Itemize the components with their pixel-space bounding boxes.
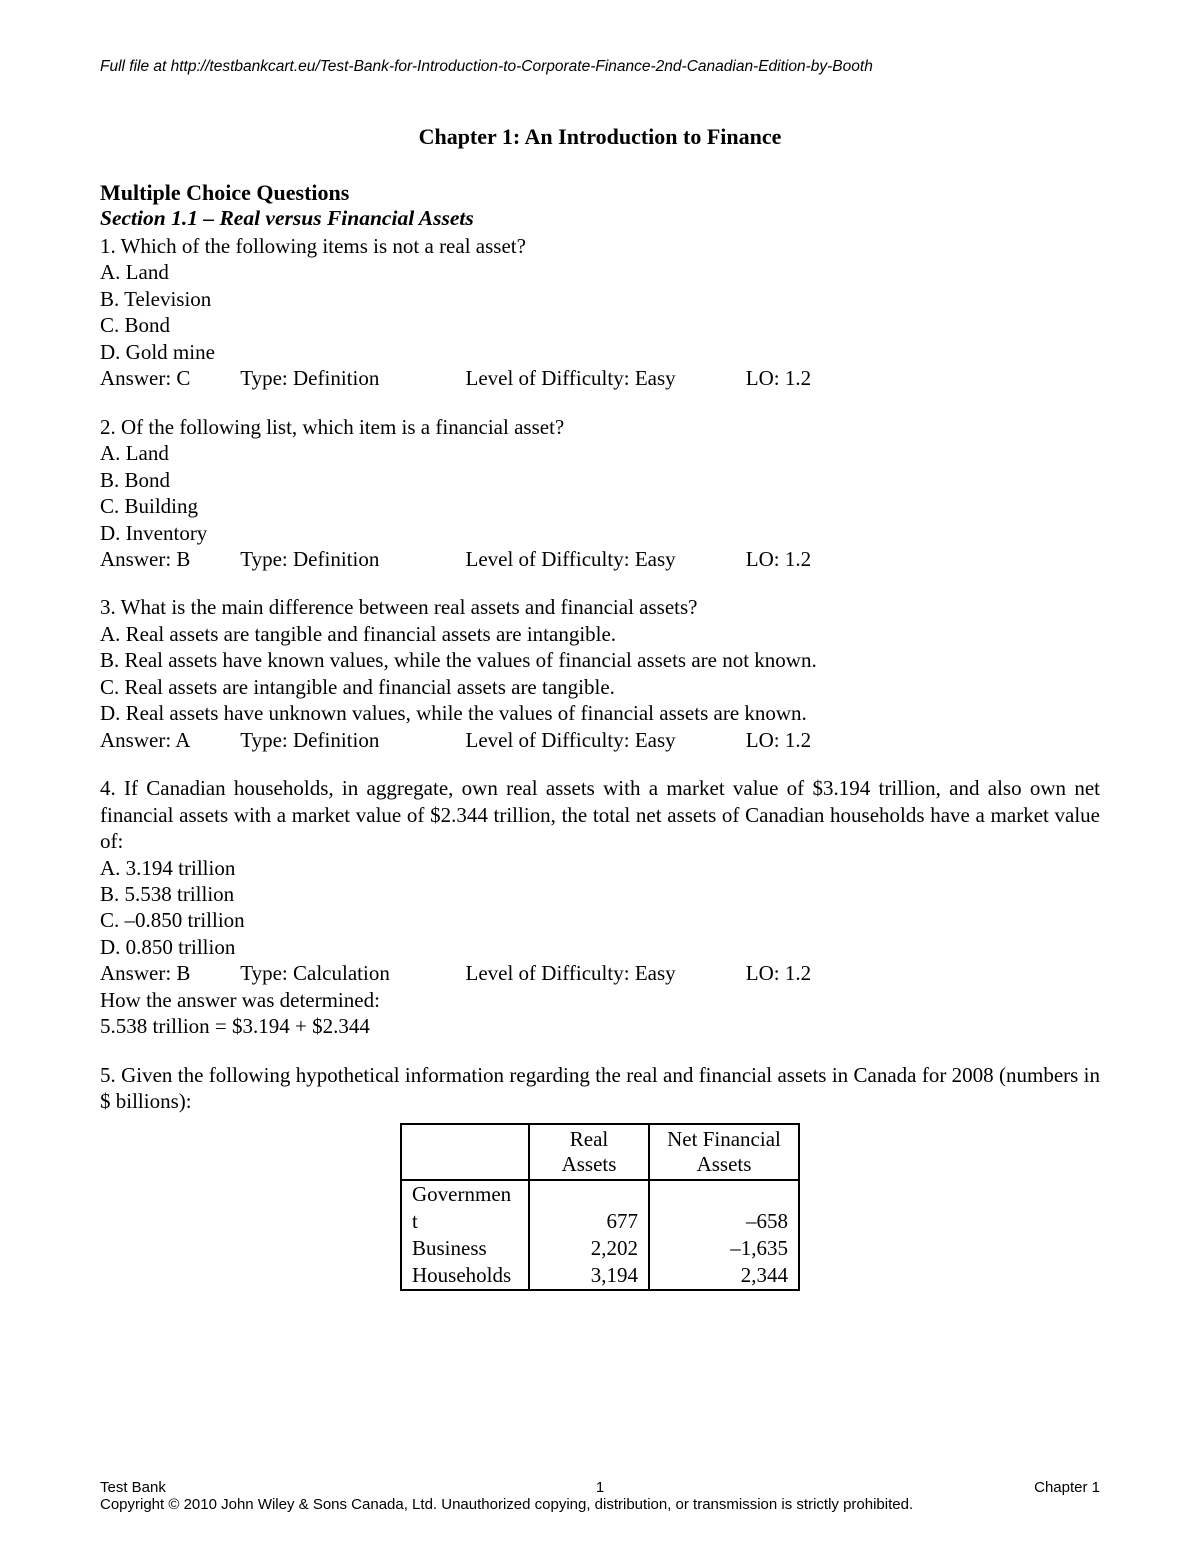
chapter-title: Chapter 1: An Introduction to Finance	[100, 124, 1100, 150]
table-row: Households 3,194 2,344	[401, 1262, 799, 1290]
row-real-government: 677	[529, 1208, 649, 1235]
q3-prompt: 3. What is the main difference between r…	[100, 594, 1100, 620]
question-2: 2. Of the following list, which item is …	[100, 414, 1100, 573]
footer-page-number: 1	[166, 1479, 1034, 1496]
question-1: 1. Which of the following items is not a…	[100, 233, 1100, 392]
q1-option-d: D. Gold mine	[100, 339, 1100, 365]
q2-option-d: D. Inventory	[100, 520, 1100, 546]
q2-option-b: B. Bond	[100, 467, 1100, 493]
table-header-real: Real Assets	[529, 1124, 649, 1180]
table-header-net: Net Financial Assets	[649, 1124, 799, 1180]
table-header-net-l2: Assets	[697, 1152, 752, 1176]
q4-meta: Answer: B Type: Calculation Level of Dif…	[100, 960, 1100, 986]
footer-left: Test Bank	[100, 1479, 166, 1496]
q3-option-c: C. Real assets are intangible and financ…	[100, 674, 1100, 700]
table-row: Governmen	[401, 1180, 799, 1208]
q1-option-a: A. Land	[100, 259, 1100, 285]
question-4: 4. If Canadian households, in aggregate,…	[100, 775, 1100, 1040]
q2-option-c: C. Building	[100, 493, 1100, 519]
q4-option-b: B. 5.538 trillion	[100, 881, 1100, 907]
table-header-row: Real Assets Net Financial Assets	[401, 1124, 799, 1180]
row-label-households: Households	[401, 1262, 529, 1290]
table-header-real-l2: Assets	[562, 1152, 617, 1176]
q1-option-c: C. Bond	[100, 312, 1100, 338]
q1-lo: LO: 1.2	[746, 365, 811, 391]
table-header-blank	[401, 1124, 529, 1180]
table-header-net-l1: Net Financial	[667, 1127, 781, 1151]
question-3: 3. What is the main difference between r…	[100, 594, 1100, 753]
q3-answer: Answer: A	[100, 727, 235, 753]
header-source-link: Full file at http://testbankcart.eu/Test…	[100, 58, 1100, 76]
q1-level: Level of Difficulty: Easy	[466, 365, 741, 391]
q4-how-calc: 5.538 trillion = $3.194 + $2.344	[100, 1013, 1100, 1039]
q2-type: Type: Definition	[240, 546, 460, 572]
q1-type: Type: Definition	[240, 365, 460, 391]
q4-level: Level of Difficulty: Easy	[466, 960, 741, 986]
q1-meta: Answer: C Type: Definition Level of Diff…	[100, 365, 1100, 391]
page-footer: Test Bank 1 Chapter 1 Copyright © 2010 J…	[100, 1479, 1100, 1513]
q4-type: Type: Calculation	[240, 960, 460, 986]
q4-option-c: C. –0.850 trillion	[100, 907, 1100, 933]
assets-table: Real Assets Net Financial Assets Governm…	[400, 1123, 800, 1291]
row-real-business: 2,202	[529, 1235, 649, 1262]
q2-lo: LO: 1.2	[746, 546, 811, 572]
q2-meta: Answer: B Type: Definition Level of Diff…	[100, 546, 1100, 572]
q5-prompt: 5. Given the following hypothetical info…	[100, 1062, 1100, 1115]
q4-how-label: How the answer was determined:	[100, 987, 1100, 1013]
q4-option-d: D. 0.850 trillion	[100, 934, 1100, 960]
footer-right: Chapter 1	[1034, 1479, 1100, 1496]
table-row: t 677 –658	[401, 1208, 799, 1235]
q2-answer: Answer: B	[100, 546, 235, 572]
section-subheading: Section 1.1 – Real versus Financial Asse…	[100, 206, 1100, 231]
q3-option-a: A. Real assets are tangible and financia…	[100, 621, 1100, 647]
q3-type: Type: Definition	[240, 727, 460, 753]
table-row: Business 2,202 –1,635	[401, 1235, 799, 1262]
footer-copyright: Copyright © 2010 John Wiley & Sons Canad…	[100, 1496, 1100, 1513]
q3-meta: Answer: A Type: Definition Level of Diff…	[100, 727, 1100, 753]
q2-level: Level of Difficulty: Easy	[466, 546, 741, 572]
row-label-government-l2: t	[401, 1208, 529, 1235]
row-net-government: –658	[649, 1208, 799, 1235]
row-net-government-blank	[649, 1180, 799, 1208]
row-real-government-blank	[529, 1180, 649, 1208]
q4-answer: Answer: B	[100, 960, 235, 986]
q2-option-a: A. Land	[100, 440, 1100, 466]
q4-option-a: A. 3.194 trillion	[100, 855, 1100, 881]
section-heading: Multiple Choice Questions	[100, 180, 1100, 206]
q3-option-b: B. Real assets have known values, while …	[100, 647, 1100, 673]
question-5: 5. Given the following hypothetical info…	[100, 1062, 1100, 1115]
row-net-business: –1,635	[649, 1235, 799, 1262]
q4-lo: LO: 1.2	[746, 960, 811, 986]
row-label-business: Business	[401, 1235, 529, 1262]
row-real-households: 3,194	[529, 1262, 649, 1290]
q1-answer: Answer: C	[100, 365, 235, 391]
q3-level: Level of Difficulty: Easy	[466, 727, 741, 753]
q3-option-d: D. Real assets have unknown values, whil…	[100, 700, 1100, 726]
row-net-households: 2,344	[649, 1262, 799, 1290]
row-label-government-l1: Governmen	[401, 1180, 529, 1208]
q2-prompt: 2. Of the following list, which item is …	[100, 414, 1100, 440]
q3-lo: LO: 1.2	[746, 727, 811, 753]
q1-option-b: B. Television	[100, 286, 1100, 312]
q4-prompt: 4. If Canadian households, in aggregate,…	[100, 775, 1100, 854]
q1-prompt: 1. Which of the following items is not a…	[100, 233, 1100, 259]
table-header-real-l1: Real	[570, 1127, 608, 1151]
